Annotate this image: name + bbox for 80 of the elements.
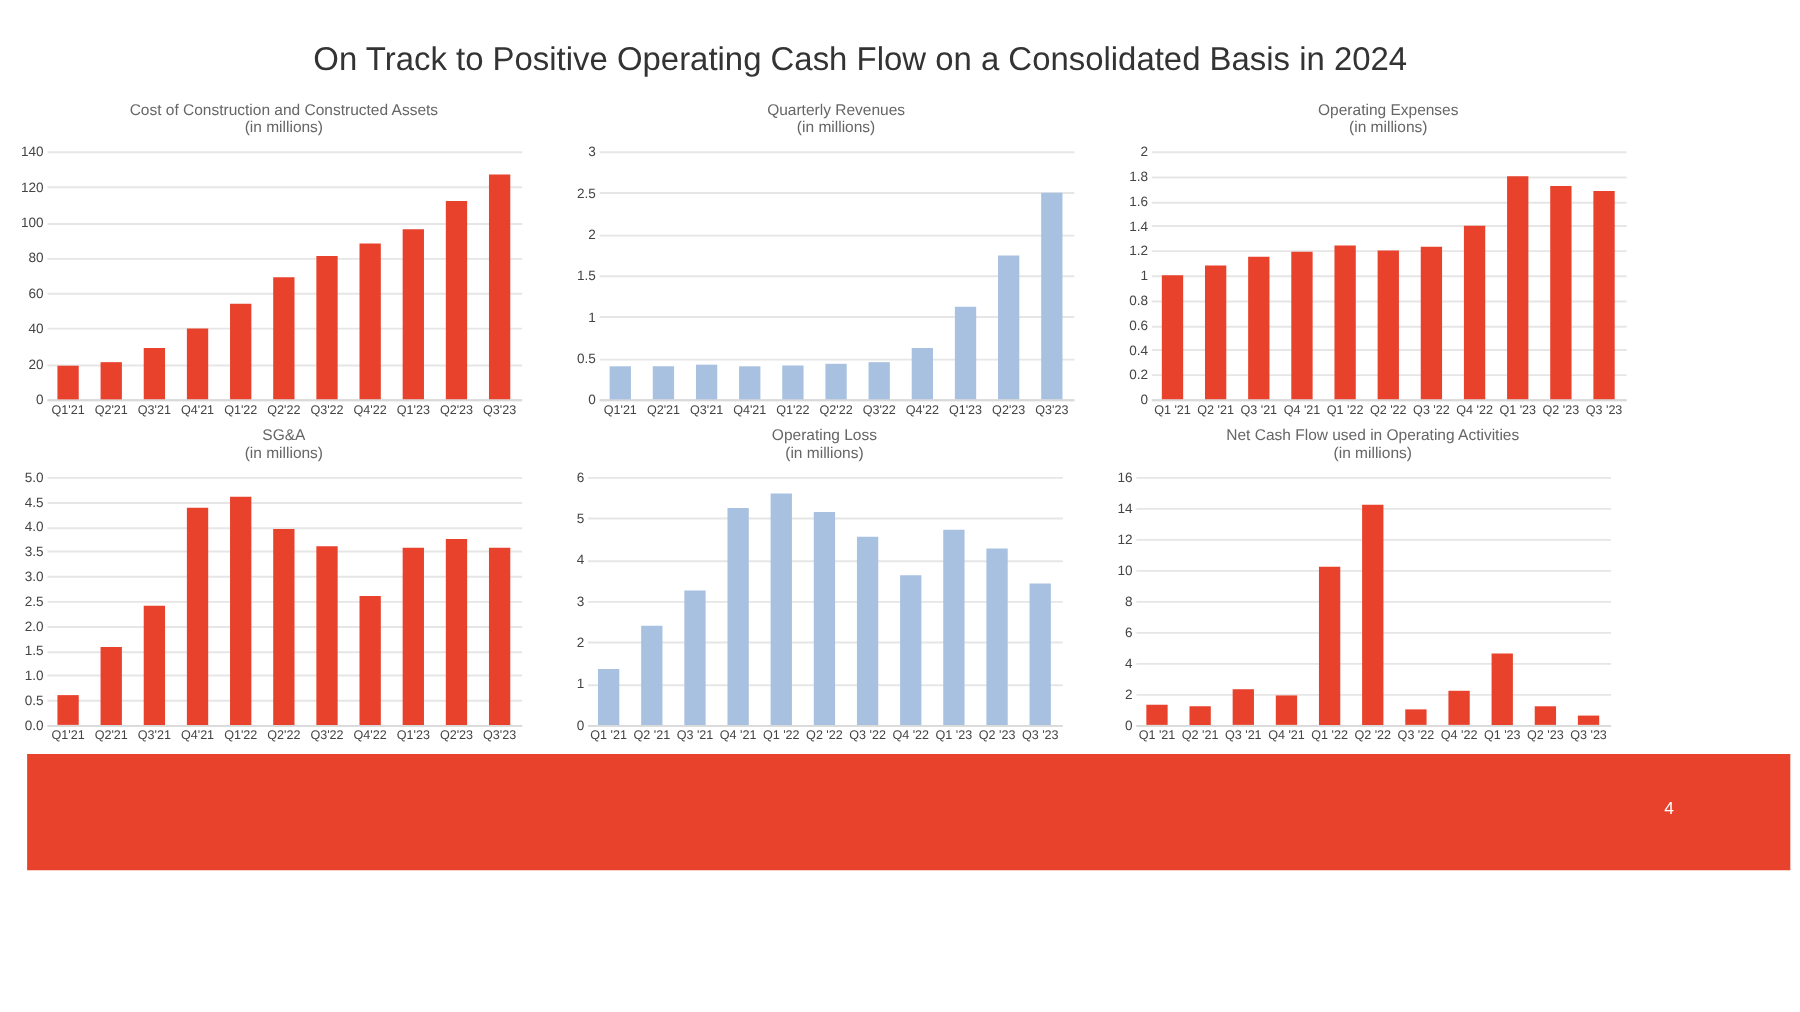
bar	[230, 303, 252, 400]
bar	[100, 647, 122, 725]
bar	[143, 605, 166, 725]
bar	[641, 625, 663, 725]
chart-title: Operating Loss	[771, 426, 878, 445]
bar	[186, 507, 209, 725]
chart-subtitle: (in millions)	[1333, 443, 1413, 462]
bar	[986, 548, 1008, 725]
bar	[954, 306, 977, 400]
bar	[1534, 706, 1557, 725]
bar	[782, 365, 804, 400]
bar	[1041, 192, 1063, 400]
bar	[813, 512, 836, 725]
bar	[1377, 250, 1399, 400]
bar	[900, 575, 922, 725]
chart-subtitle: (in millions)	[1349, 117, 1429, 136]
bar	[359, 243, 381, 400]
bar	[143, 348, 166, 400]
bar	[273, 528, 295, 725]
bar	[186, 328, 209, 400]
bar	[1189, 706, 1211, 725]
bar	[1334, 245, 1356, 400]
bar	[1146, 704, 1168, 725]
bar	[1232, 689, 1254, 725]
chart-title: Cost of Construction and Constructed Assets	[129, 100, 439, 119]
bar	[1161, 275, 1184, 400]
chart-subtitle: (in millions)	[244, 443, 324, 462]
bar	[943, 529, 965, 725]
bar	[856, 536, 879, 725]
bar	[445, 200, 468, 400]
chart-subtitle: (in millions)	[796, 117, 877, 136]
bar	[1405, 709, 1427, 725]
bar	[1029, 583, 1051, 725]
bar	[1204, 265, 1227, 400]
bar	[1318, 566, 1341, 725]
chart-title: Net Cash Flow used in Operating Activities	[1226, 426, 1520, 445]
bar	[1593, 191, 1615, 400]
bar	[402, 229, 424, 400]
bar	[488, 174, 511, 400]
bar	[695, 364, 718, 400]
bar	[316, 255, 338, 400]
bar	[911, 348, 934, 400]
bar	[770, 493, 792, 725]
bar	[1420, 246, 1443, 400]
text: 4	[1664, 798, 1675, 819]
bar	[1491, 653, 1513, 725]
bar	[1248, 256, 1270, 400]
bar	[609, 366, 631, 400]
chart-subtitle: (in millions)	[785, 443, 865, 462]
bar	[100, 362, 122, 400]
bar	[1577, 715, 1600, 725]
bar	[652, 366, 675, 400]
chart-title: Operating Expenses	[1318, 100, 1459, 119]
bar	[316, 546, 338, 725]
bar	[1275, 695, 1298, 725]
bar	[739, 366, 761, 400]
bar	[359, 595, 381, 725]
bar	[825, 363, 847, 400]
bar	[1550, 186, 1572, 400]
bar	[1448, 690, 1470, 725]
chart-title: Quarterly Revenues	[767, 100, 906, 119]
bar	[230, 496, 252, 725]
bar	[598, 669, 620, 725]
bar	[1291, 251, 1313, 400]
bar	[1362, 504, 1384, 725]
chart-subtitle: (in millions)	[244, 117, 324, 136]
bar	[57, 695, 79, 725]
bar	[727, 507, 749, 725]
bar	[998, 255, 1020, 400]
chart-title: SG&A	[262, 426, 308, 445]
bar	[57, 365, 79, 400]
bar	[1507, 176, 1529, 400]
bar	[684, 590, 706, 725]
bar	[402, 547, 424, 725]
bar	[868, 362, 890, 400]
text: On Track to Positive Operating Cash Flow on a Consolidated Basis in 2024	[313, 41, 1408, 78]
bar	[273, 277, 295, 400]
bar	[488, 547, 511, 725]
bar	[1463, 225, 1486, 400]
bar	[445, 538, 468, 725]
